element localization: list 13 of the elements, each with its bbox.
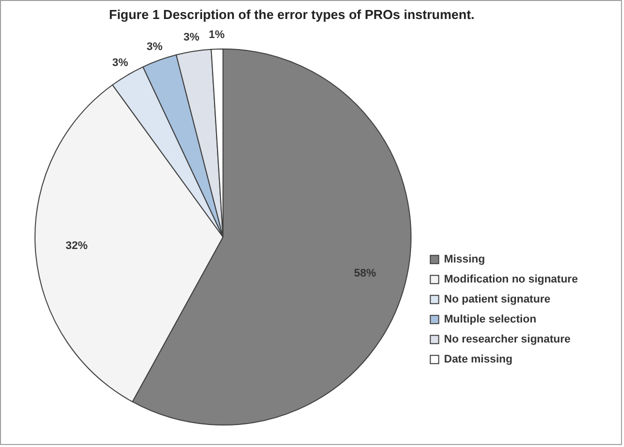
data-label: 1%: [208, 29, 225, 42]
legend-label: Date missing: [444, 354, 512, 366]
legend-label: Multiple selection: [444, 314, 537, 326]
data-label: 3%: [146, 40, 163, 53]
data-label: 58%: [354, 267, 376, 280]
chart-title: Figure 1 Description of the error types of PROs instrument.: [109, 7, 475, 22]
data-label: 3%: [112, 57, 128, 70]
data-label: 32%: [66, 240, 88, 252]
legend-label: Modification no signature: [444, 274, 578, 286]
legend-label: No researcher signature: [444, 334, 571, 346]
legend-label: No patient signature: [444, 294, 550, 306]
data-label: 3%: [183, 31, 200, 44]
legend-label: Missing: [444, 254, 485, 266]
